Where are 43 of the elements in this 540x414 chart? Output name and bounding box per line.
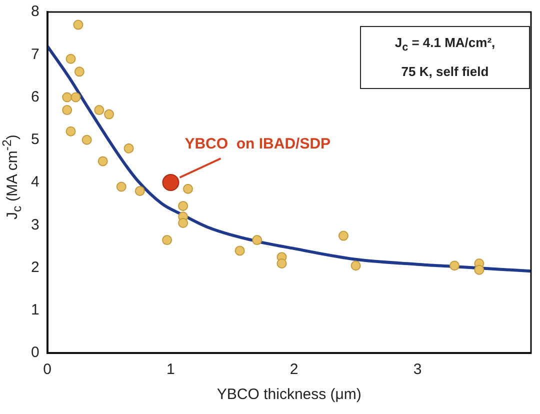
- annotation: YBCO on IBAD/SDP: [184, 136, 331, 153]
- point: [162, 174, 180, 191]
- point: [474, 264, 484, 275]
- point: [252, 235, 262, 246]
- y-tick-label: 4: [31, 174, 40, 191]
- point: [450, 260, 460, 271]
- x-axis-title: YBCO thickness (μm): [216, 386, 362, 404]
- y-tick-label: 7: [31, 46, 40, 63]
- point: [66, 54, 76, 64]
- point: [116, 182, 126, 192]
- point: [73, 20, 84, 30]
- point: [183, 184, 193, 194]
- y-tick-label: 8: [31, 3, 40, 20]
- annotation: J$_{c}$ = 4.1 MA/cm²,: [394, 34, 496, 56]
- point: [276, 258, 287, 268]
- x-tick-label: 2: [290, 361, 298, 378]
- x-tick-label: 1: [166, 361, 175, 378]
- x-tick-label: 0: [43, 361, 52, 378]
- point: [62, 105, 72, 116]
- point: [350, 260, 361, 271]
- y-tick-label: 2: [31, 258, 40, 276]
- point: [74, 66, 84, 77]
- point: [178, 200, 188, 211]
- point: [162, 235, 172, 246]
- point: [234, 246, 245, 256]
- point: [98, 156, 108, 166]
- point: [104, 109, 114, 120]
- point: [94, 105, 104, 116]
- point: [178, 218, 188, 228]
- point: [70, 92, 81, 102]
- y-tick-label: 1: [31, 302, 40, 319]
- y-tick-label: 6: [31, 88, 40, 106]
- y-tick-label: 0: [31, 344, 40, 362]
- x-tick-label: 3: [413, 361, 422, 378]
- point: [338, 230, 348, 241]
- point: [66, 126, 76, 136]
- annotation: 75 K, self field: [400, 62, 490, 81]
- point: [134, 186, 145, 196]
- y-tick-label: 3: [31, 216, 40, 234]
- y-tick-label: 5: [31, 131, 40, 148]
- point: [124, 143, 134, 154]
- point: [62, 92, 72, 102]
- point: [82, 134, 92, 145]
